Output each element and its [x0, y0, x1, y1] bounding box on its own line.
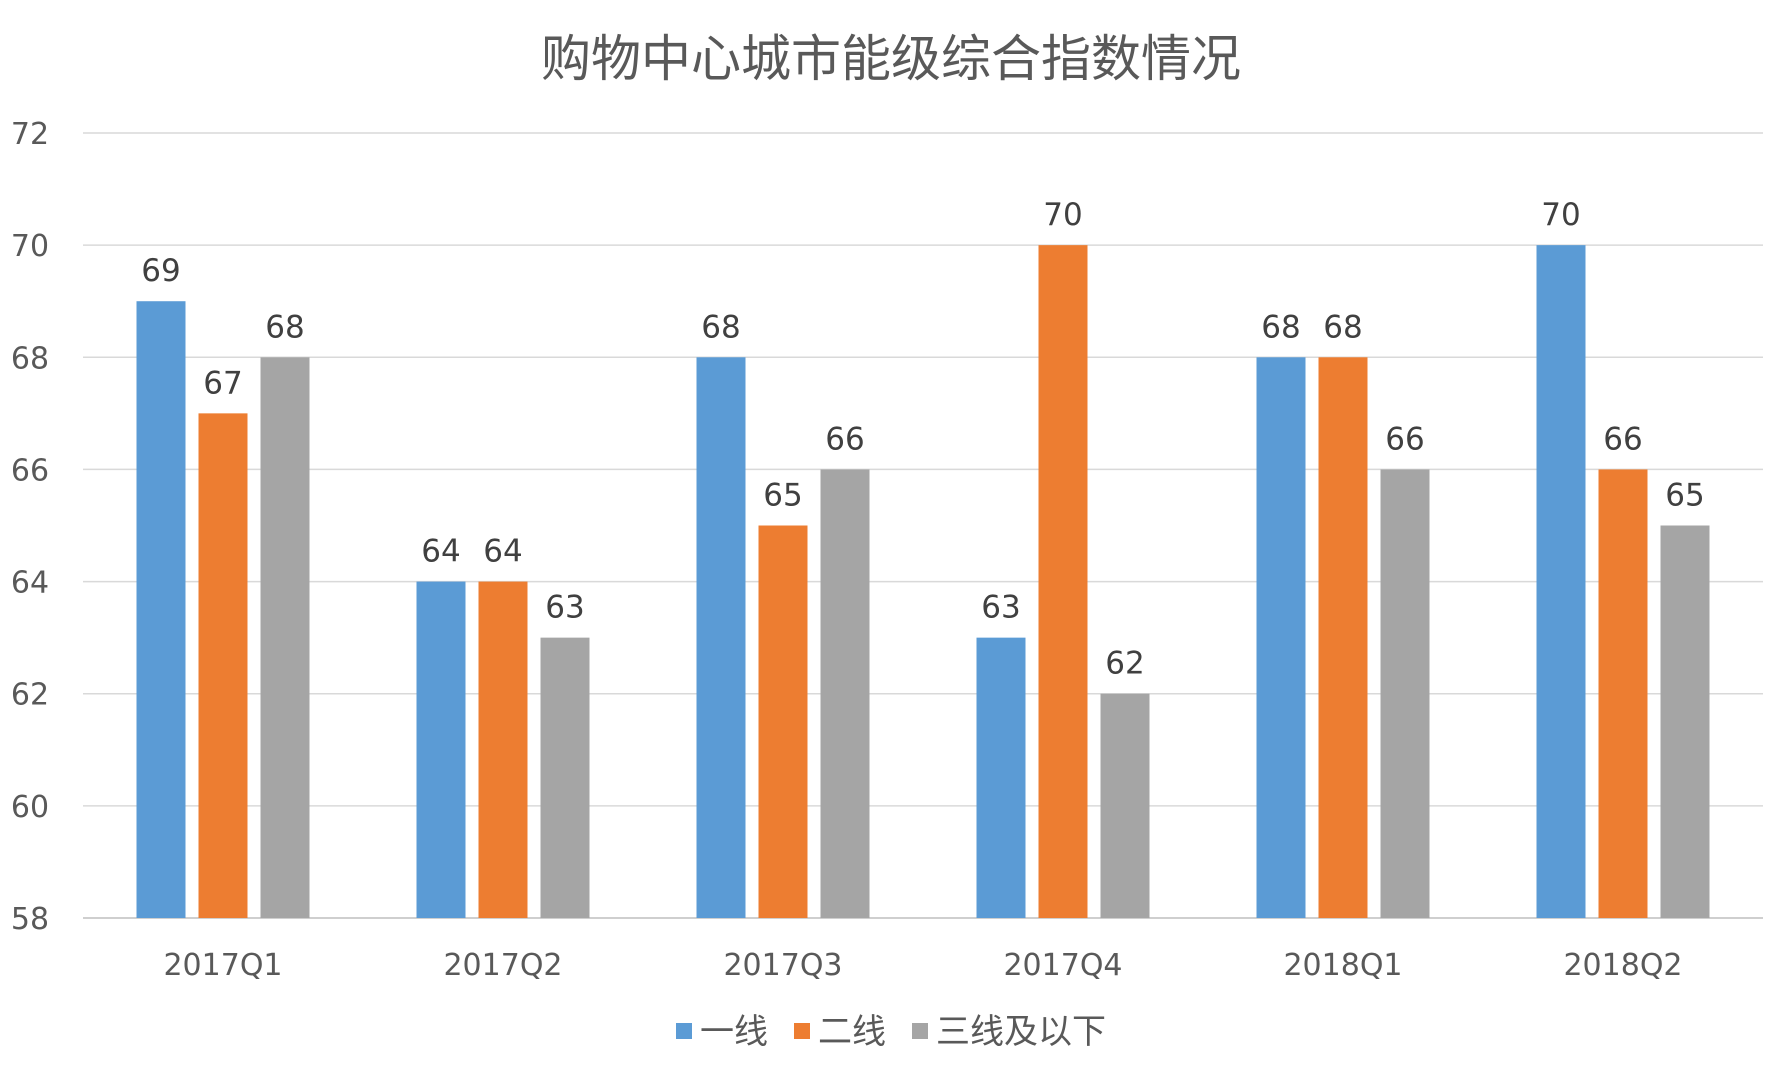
data-label: 65	[1665, 478, 1704, 514]
data-label: 66	[825, 421, 864, 457]
bar	[478, 581, 528, 918]
bar	[416, 581, 466, 918]
y-tick-label: 60	[11, 790, 49, 825]
y-tick-label: 72	[11, 117, 49, 152]
data-label: 68	[1261, 309, 1300, 345]
bar	[820, 469, 870, 918]
bar	[1598, 469, 1648, 918]
grid-lines	[83, 132, 1763, 919]
bar	[976, 637, 1026, 918]
data-label: 67	[203, 365, 242, 401]
bar	[198, 413, 248, 918]
data-label: 70	[1541, 197, 1580, 233]
data-label: 64	[483, 534, 522, 570]
y-tick-label: 64	[11, 566, 49, 601]
y-axis-tick-labels: 58 60 62 64 66 68 70 72	[11, 117, 49, 937]
data-label: 68	[1323, 309, 1362, 345]
x-tick-label: 2018Q2	[1563, 948, 1682, 983]
data-label: 70	[1043, 197, 1082, 233]
data-label: 62	[1105, 646, 1144, 682]
y-tick-label: 58	[11, 902, 49, 937]
bar	[696, 357, 746, 918]
data-label: 68	[265, 309, 304, 345]
legend-label: 一线	[700, 1012, 768, 1052]
y-tick-label: 62	[11, 678, 49, 713]
legend-swatch	[794, 1023, 810, 1039]
y-tick-label: 66	[11, 453, 49, 488]
x-tick-label: 2018Q1	[1283, 948, 1402, 983]
y-tick-label: 70	[11, 229, 49, 264]
bar	[1038, 245, 1088, 919]
bar	[758, 525, 808, 918]
data-label: 63	[545, 590, 584, 626]
data-label: 68	[701, 309, 740, 345]
bar	[1536, 245, 1586, 919]
data-labels: 69 67 68 64 64 63 68 65 66 63 70 62 68 68 66 70 66 65	[141, 197, 1704, 682]
bar	[540, 637, 590, 918]
data-label: 66	[1603, 421, 1642, 457]
x-axis-tick-labels: 2017Q1 2017Q2 2017Q3 2017Q4 2018Q1 2018Q2	[163, 948, 1682, 983]
bars	[136, 245, 1710, 919]
legend-label: 三线及以下	[936, 1012, 1106, 1052]
y-tick-label: 68	[11, 341, 49, 376]
legend: 一线 二线 三线及以下	[676, 1012, 1106, 1052]
data-label: 69	[141, 253, 180, 289]
data-label: 65	[763, 478, 802, 514]
bar	[1660, 525, 1710, 918]
legend-swatch	[912, 1023, 928, 1039]
bar	[1100, 693, 1150, 918]
data-label: 66	[1385, 421, 1424, 457]
chart-title: 购物中心城市能级综合指数情况	[541, 30, 1241, 88]
data-label: 63	[981, 590, 1020, 626]
data-label: 64	[421, 534, 460, 570]
x-tick-label: 2017Q2	[443, 948, 562, 983]
bar	[1256, 357, 1306, 918]
legend-label: 二线	[818, 1012, 886, 1052]
x-tick-label: 2017Q1	[163, 948, 282, 983]
bar	[136, 301, 186, 918]
bar	[1380, 469, 1430, 918]
x-tick-label: 2017Q3	[723, 948, 842, 983]
bar	[1318, 357, 1368, 918]
x-tick-label: 2017Q4	[1003, 948, 1122, 983]
legend-swatch	[676, 1023, 692, 1039]
bar	[260, 357, 310, 918]
